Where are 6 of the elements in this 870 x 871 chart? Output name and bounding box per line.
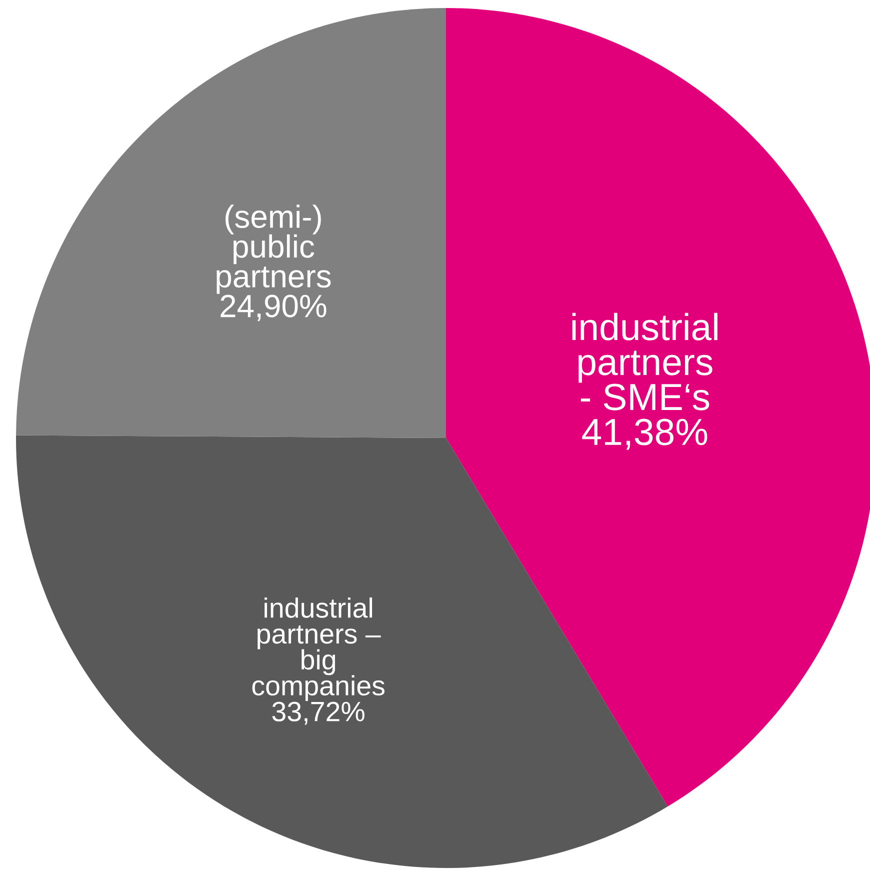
slice-label: industrial partners – big companies — [252, 597, 384, 702]
slice-label: industrial partners - SME‘s — [572, 312, 718, 410]
data-label: 41,38% — [582, 418, 708, 450]
data-label: 33,72% — [272, 702, 364, 725]
data-label: 24,90% — [220, 294, 326, 322]
slice-label: (semi-) public partners — [216, 204, 331, 294]
